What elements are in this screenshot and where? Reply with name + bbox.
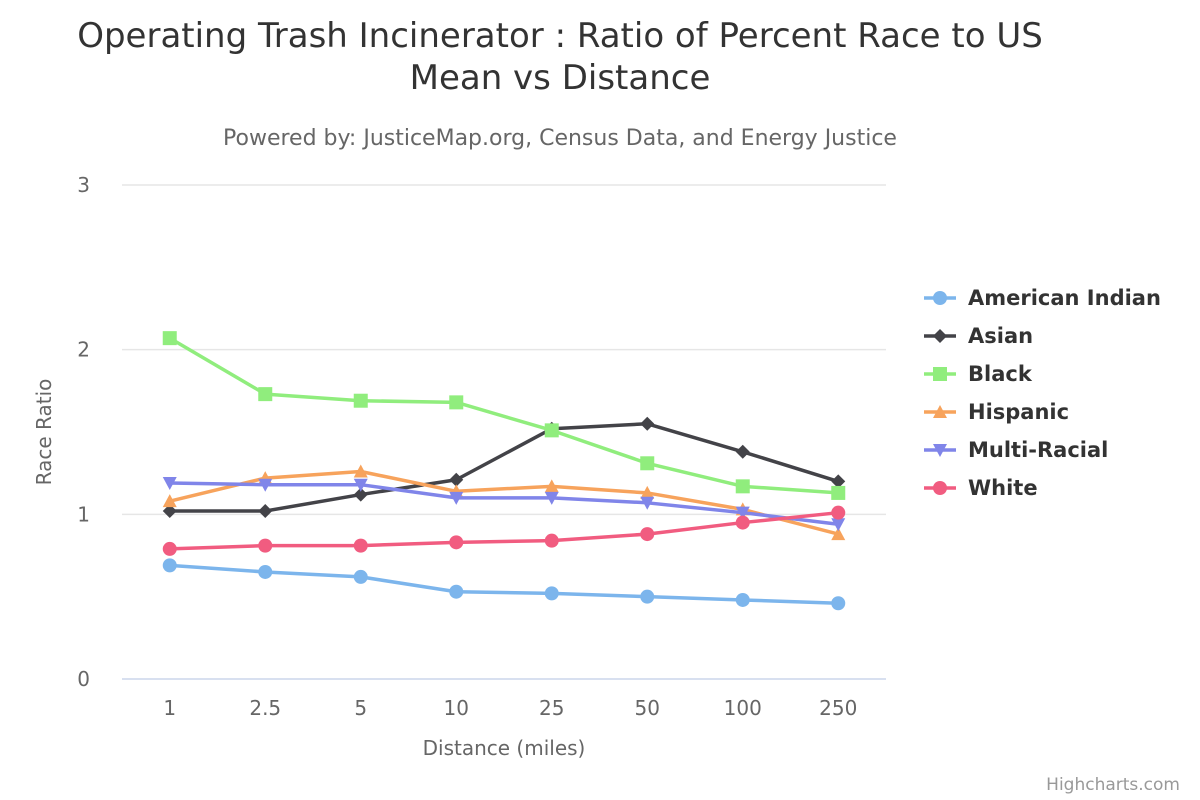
data-point-white[interactable] [544,533,559,548]
data-point-black[interactable] [449,395,464,410]
x-tick-label: 250 [819,696,857,720]
legend: American Indian Asian Black Hispanic Multi-R… [924,286,1161,500]
data-point-multi-racial[interactable] [258,478,273,492]
series-black [162,331,846,500]
data-point-hispanic[interactable] [162,494,177,508]
y-tick-label: 1 [77,502,90,526]
series-line-american-indian [168,563,840,606]
legend-label-multi-racial: Multi-Racial [968,438,1108,462]
series-line-multi-racial [168,481,840,526]
data-point-black[interactable] [735,479,750,494]
data-point-multi-racial[interactable] [449,491,464,505]
data-point-american-indian[interactable] [449,584,464,599]
data-point-asian[interactable] [735,444,750,459]
data-point-black[interactable] [831,485,846,500]
data-point-multi-racial[interactable] [640,496,655,510]
series-line-hispanic [168,469,840,536]
chart-title-line-2: Mean vs Distance [410,58,711,98]
legend-label-american-indian: American Indian [968,286,1161,310]
data-point-american-indian[interactable] [544,586,559,601]
data-point-american-indian[interactable] [640,589,655,604]
series-line-asian [168,422,840,513]
data-point-multi-racial[interactable] [831,518,846,532]
data-point-american-indian[interactable] [735,592,750,607]
legend-label-hispanic: Hispanic [968,400,1069,424]
data-point-american-indian[interactable] [353,569,368,584]
legend-item-hispanic[interactable]: Hispanic [924,400,1069,424]
data-point-hispanic[interactable] [640,485,655,499]
data-point-black[interactable] [162,331,177,346]
series-multi-racial [162,477,846,532]
data-point-black[interactable] [258,387,273,402]
legend-item-american-indian[interactable]: American Indian [924,286,1161,310]
legend-item-black[interactable]: Black [924,362,1033,386]
series-white [162,505,846,556]
series-layer [162,331,846,611]
x-axis-ticks: 1 2.5 5 10 25 50 100 250 [163,696,857,720]
data-point-white[interactable] [258,538,273,553]
data-point-white[interactable] [640,527,655,542]
data-point-asian[interactable] [449,472,464,487]
data-point-black[interactable] [544,423,559,438]
grid-lines [122,184,886,516]
data-point-hispanic[interactable] [831,527,846,541]
y-tick-label: 3 [77,173,90,197]
legend-symbol-white[interactable] [933,481,947,495]
legend-item-asian[interactable]: Asian [924,324,1033,348]
data-point-asian[interactable] [640,416,655,431]
data-point-multi-racial[interactable] [544,491,559,505]
x-tick-label: 1 [163,696,176,720]
legend-symbol-american-indian[interactable] [933,291,947,305]
data-point-multi-racial[interactable] [735,506,750,520]
y-axis-ticks: 0 1 2 3 [77,173,90,691]
legend-item-multi-racial[interactable]: Multi-Racial [924,438,1108,462]
series-american-indian [162,558,846,611]
data-point-hispanic[interactable] [353,464,368,478]
x-axis-title: Distance (miles) [423,736,586,760]
y-axis-title: Race Ratio [32,379,56,486]
data-point-black[interactable] [640,456,655,471]
legend-symbol-hispanic[interactable] [933,405,947,418]
data-point-white[interactable] [449,535,464,550]
data-point-asian[interactable] [831,474,846,489]
data-point-american-indian[interactable] [162,558,177,573]
x-tick-label: 5 [354,696,367,720]
data-point-asian[interactable] [258,504,273,519]
series-line-black [168,336,840,495]
data-point-white[interactable] [353,538,368,553]
data-point-white[interactable] [831,505,846,520]
data-point-asian[interactable] [162,504,177,519]
legend-symbol-asian[interactable] [933,329,947,343]
y-tick-label: 2 [77,338,90,362]
chart-subtitle: Powered by: JusticeMap.org, Census Data,… [223,126,897,151]
x-tick-label: 10 [444,696,469,720]
legend-item-white[interactable]: White [924,476,1038,500]
credits-link[interactable]: Highcharts.com [1046,775,1180,795]
data-point-white[interactable] [735,515,750,530]
data-point-multi-racial[interactable] [162,477,177,491]
legend-symbol-multi-racial[interactable] [933,444,947,457]
data-point-white[interactable] [162,541,177,556]
data-point-asian[interactable] [353,487,368,502]
x-tick-label: 100 [724,696,762,720]
chart-title-line-1: Operating Trash Incinerator : Ratio of P… [77,16,1043,56]
x-tick-label: 25 [539,696,564,720]
data-point-black[interactable] [353,393,368,408]
x-tick-label: 2.5 [249,696,281,720]
x-tick-label: 50 [635,696,660,720]
legend-label-black: Black [968,362,1033,386]
y-tick-label: 0 [77,667,90,691]
series-line-white [168,510,840,551]
data-point-american-indian[interactable] [831,596,846,611]
data-point-multi-racial[interactable] [353,478,368,492]
data-point-american-indian[interactable] [258,564,273,579]
legend-label-asian: Asian [968,324,1033,348]
legend-label-white: White [968,476,1038,500]
legend-symbol-black[interactable] [933,367,947,381]
data-point-hispanic[interactable] [544,479,559,493]
